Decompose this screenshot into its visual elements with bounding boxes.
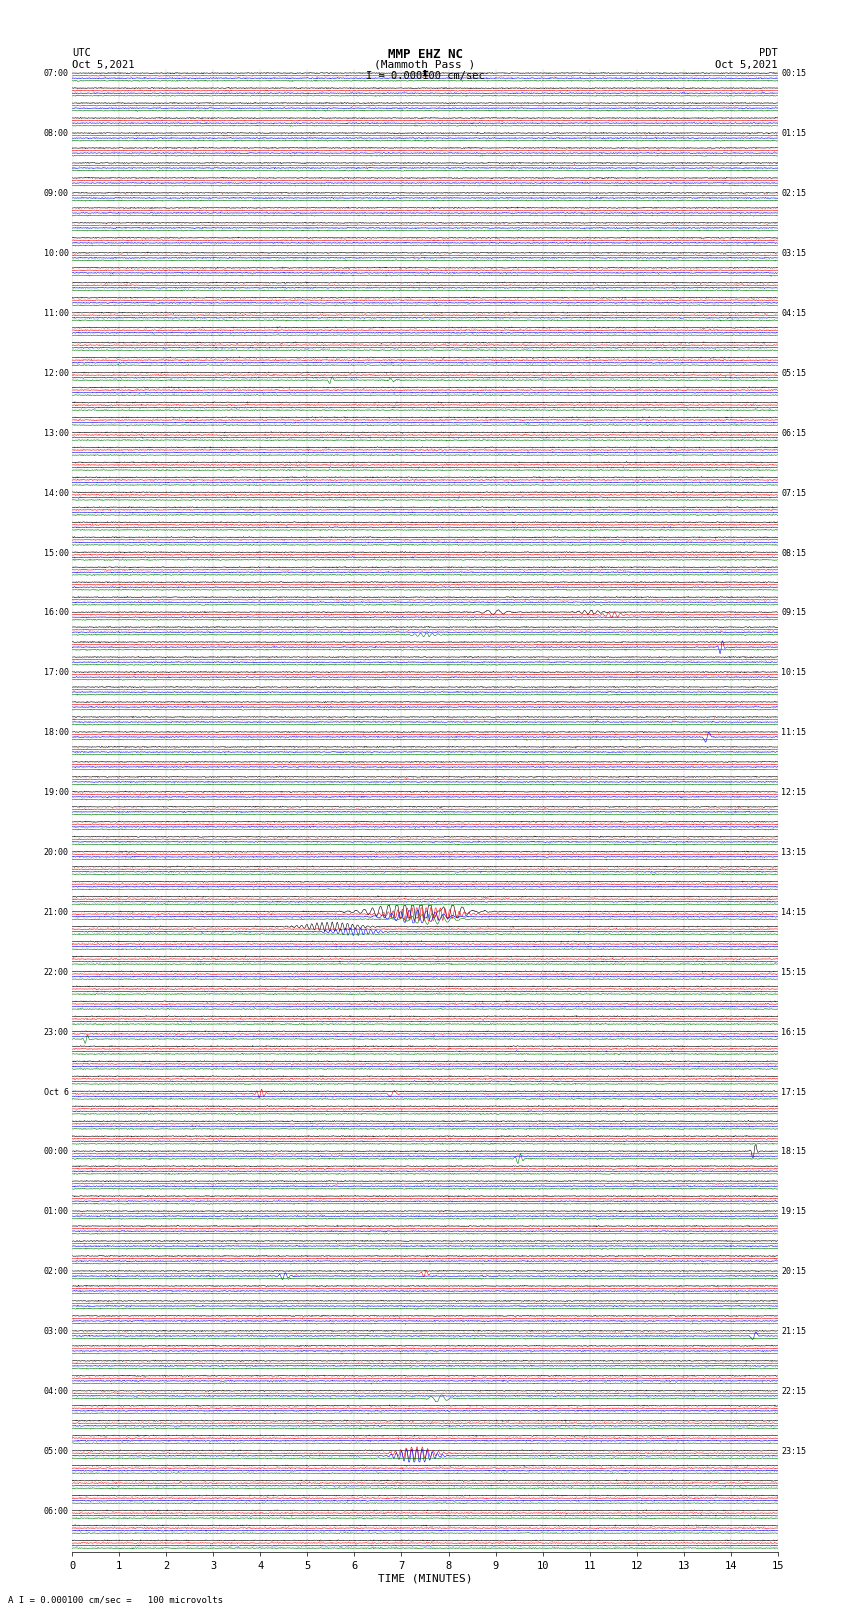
Text: 11:15: 11:15 [781,727,807,737]
Text: I = 0.000100 cm/sec: I = 0.000100 cm/sec [366,71,484,81]
Text: (Mammoth Pass ): (Mammoth Pass ) [374,60,476,69]
Text: 13:15: 13:15 [781,848,807,857]
Text: PDT: PDT [759,48,778,58]
Text: 02:15: 02:15 [781,189,807,198]
Text: 07:00: 07:00 [43,69,69,79]
Text: MMP EHZ NC: MMP EHZ NC [388,48,462,61]
Text: 17:15: 17:15 [781,1087,807,1097]
Text: 18:00: 18:00 [43,727,69,737]
Text: A I = 0.000100 cm/sec =   100 microvolts: A I = 0.000100 cm/sec = 100 microvolts [8,1595,224,1605]
Text: 23:00: 23:00 [43,1027,69,1037]
Text: 14:00: 14:00 [43,489,69,497]
Text: 14:15: 14:15 [781,908,807,916]
Text: 04:15: 04:15 [781,310,807,318]
Text: 03:00: 03:00 [43,1327,69,1336]
Text: 15:00: 15:00 [43,548,69,558]
Text: 05:15: 05:15 [781,369,807,377]
Text: 08:15: 08:15 [781,548,807,558]
Text: 15:15: 15:15 [781,968,807,977]
Text: 22:15: 22:15 [781,1387,807,1395]
Text: 20:00: 20:00 [43,848,69,857]
Text: 04:00: 04:00 [43,1387,69,1395]
X-axis label: TIME (MINUTES): TIME (MINUTES) [377,1574,473,1584]
Text: 02:00: 02:00 [43,1268,69,1276]
Text: 17:00: 17:00 [43,668,69,677]
Text: 10:15: 10:15 [781,668,807,677]
Text: 00:00: 00:00 [43,1147,69,1157]
Text: 07:15: 07:15 [781,489,807,497]
Text: 21:15: 21:15 [781,1327,807,1336]
Text: 06:15: 06:15 [781,429,807,437]
Text: 10:00: 10:00 [43,248,69,258]
Text: 05:00: 05:00 [43,1447,69,1457]
Text: UTC: UTC [72,48,91,58]
Text: Oct 5,2021: Oct 5,2021 [72,60,135,69]
Text: 22:00: 22:00 [43,968,69,977]
Text: 08:00: 08:00 [43,129,69,139]
Text: 01:15: 01:15 [781,129,807,139]
Text: 00:15: 00:15 [781,69,807,79]
Text: 06:00: 06:00 [43,1507,69,1516]
Text: 11:00: 11:00 [43,310,69,318]
Text: 03:15: 03:15 [781,248,807,258]
Text: 01:00: 01:00 [43,1207,69,1216]
Text: 19:00: 19:00 [43,789,69,797]
Text: 18:15: 18:15 [781,1147,807,1157]
Text: 09:15: 09:15 [781,608,807,618]
Text: 19:15: 19:15 [781,1207,807,1216]
Text: 23:15: 23:15 [781,1447,807,1457]
Text: 16:00: 16:00 [43,608,69,618]
Text: 13:00: 13:00 [43,429,69,437]
Text: 16:15: 16:15 [781,1027,807,1037]
Text: Oct 6: Oct 6 [43,1087,69,1097]
Text: 12:15: 12:15 [781,789,807,797]
Text: 21:00: 21:00 [43,908,69,916]
Text: 20:15: 20:15 [781,1268,807,1276]
Text: Oct 5,2021: Oct 5,2021 [715,60,778,69]
Text: 12:00: 12:00 [43,369,69,377]
Text: 09:00: 09:00 [43,189,69,198]
